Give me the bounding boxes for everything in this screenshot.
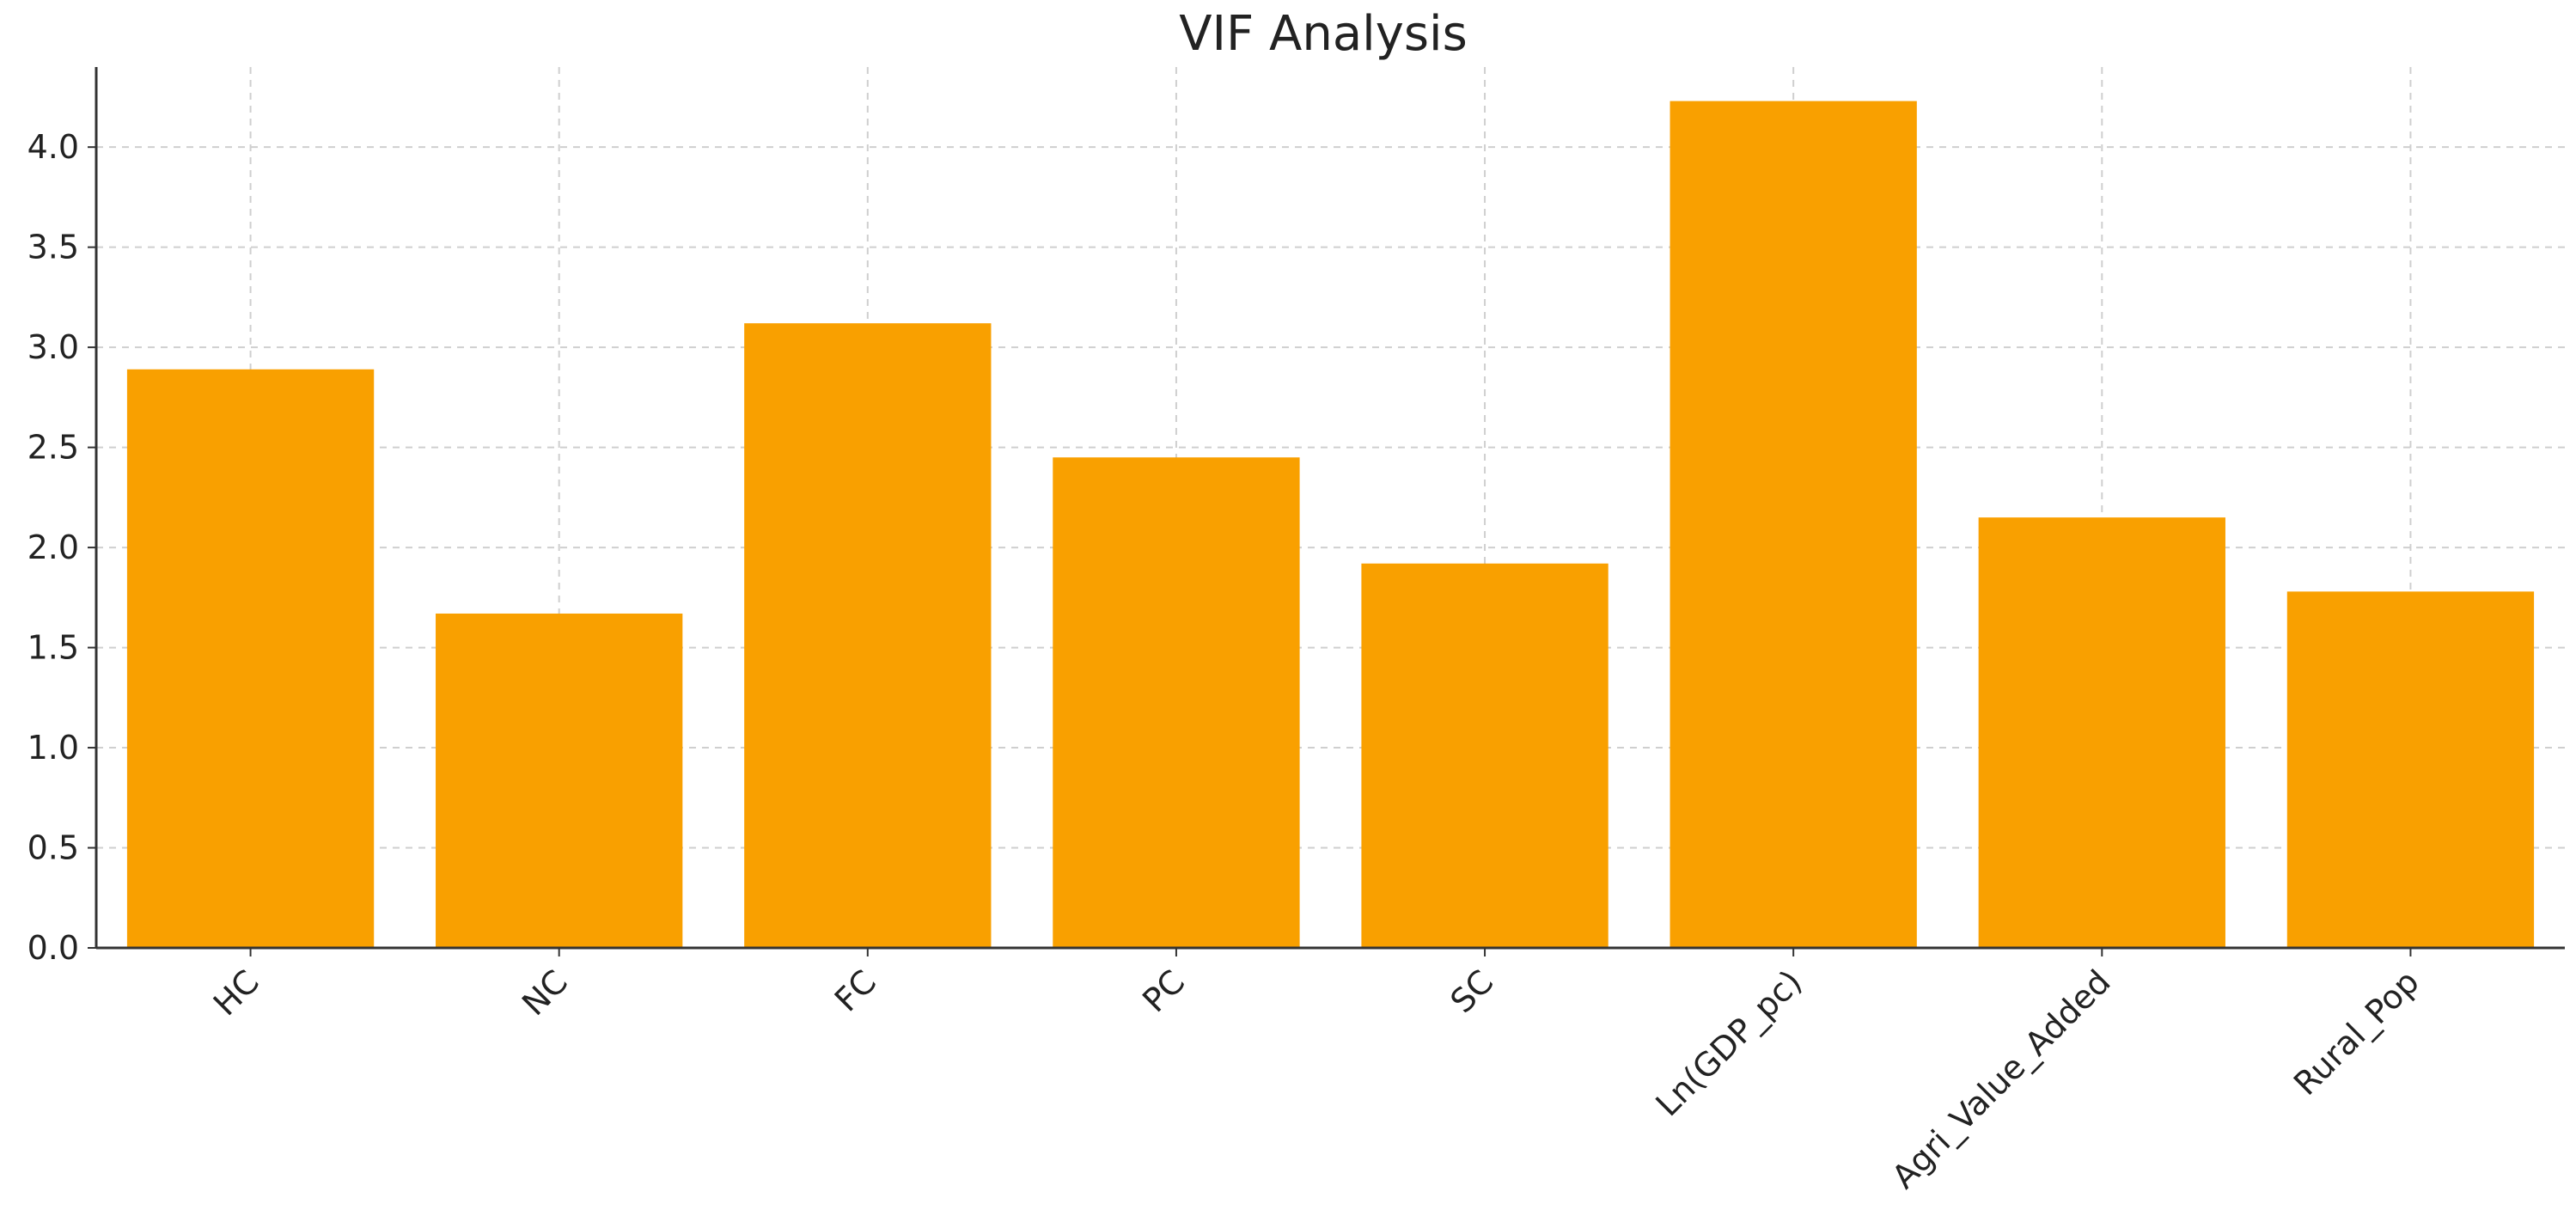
bar-agri-value-added [1978, 517, 2225, 948]
x-tick-label: Ln(GDP_pc) [1648, 962, 1809, 1123]
chart-title: VIF Analysis [1179, 6, 1468, 62]
y-tick-label: 2.0 [27, 529, 79, 566]
x-tick-labels: HC NC FC PC SC Ln(GDP_pc) Agri_Value_Added Rura… [206, 962, 2426, 1195]
y-tick-label: 2.5 [27, 429, 79, 467]
axes [88, 67, 2565, 956]
x-tick-label: Agri_Value_Added [1884, 962, 2117, 1195]
y-tick-label: 0.0 [27, 929, 79, 967]
x-tick-label: FC [827, 962, 883, 1018]
bars [126, 101, 2535, 948]
x-tick-label: Rural_Pop [2286, 962, 2426, 1103]
y-tick-label: 1.5 [27, 629, 79, 667]
y-tick-label: 4.0 [27, 128, 79, 166]
x-tick-label: PC [1135, 962, 1192, 1019]
x-tick-label: HC [206, 962, 266, 1023]
x-tick-label: NC [515, 962, 575, 1023]
bar-ln-gdp-pc [1670, 101, 1917, 948]
bar-nc [436, 613, 683, 948]
bar-rural-pop [2286, 591, 2535, 948]
y-tick-label: 3.5 [27, 229, 79, 266]
bar-fc [744, 323, 992, 948]
bar-hc [126, 369, 375, 948]
x-tick-label: SC [1443, 962, 1500, 1020]
y-tick-labels: 0.0 0.5 1.0 1.5 2.0 2.5 3.0 3.5 4.0 [27, 128, 79, 967]
y-tick-label: 3.0 [27, 328, 79, 366]
bar-sc [1361, 563, 1608, 948]
y-tick-label: 1.0 [27, 729, 79, 767]
y-tick-label: 0.5 [27, 829, 79, 867]
bar-pc [1053, 457, 1300, 948]
